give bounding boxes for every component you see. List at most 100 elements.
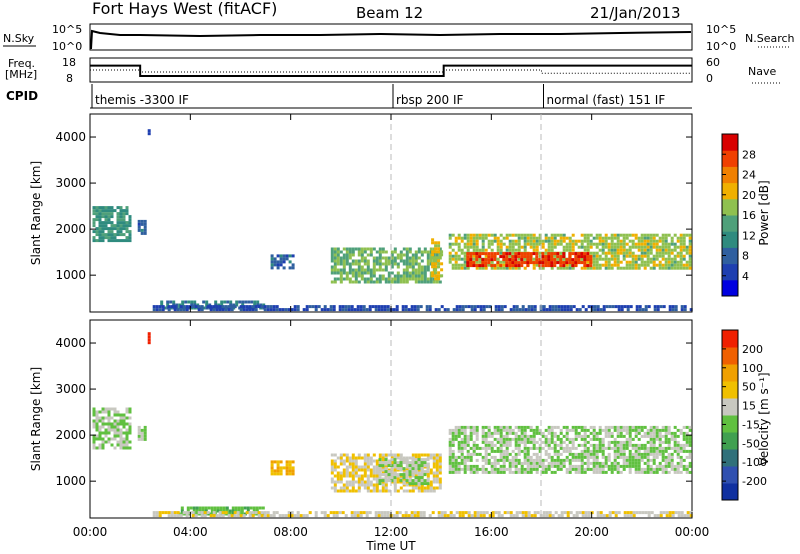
heatmap-cell [526,258,530,262]
heatmap-cell [580,458,584,462]
heatmap-cell [661,233,665,237]
heatmap-cell [405,461,409,465]
heatmap-cell [378,470,382,474]
heatmap-cell [110,212,114,216]
heatmap-cell [622,440,626,444]
heatmap-cell [276,463,280,467]
heatmap-cell [661,254,665,258]
heatmap-cell [646,452,650,456]
heatmap-cell [490,255,494,259]
heatmap-cell [143,219,147,223]
heatmap-cell [676,452,680,456]
heatmap-cell [276,254,280,258]
heatmap-cell [529,242,533,246]
heatmap-cell [239,305,243,309]
heatmap-cell [95,446,99,450]
heatmap-cell [463,251,467,255]
heatmap-cell [383,514,387,518]
heatmap-cell [506,511,510,515]
heatmap-cell [586,239,590,243]
heatmap-cell [601,257,605,261]
heatmap-cell [631,455,635,459]
heatmap-cell [574,458,578,462]
colorbar-tick-label: 8 [742,250,749,263]
heatmap-cell [571,264,575,268]
heatmap-cell [350,305,354,309]
nave-tick-top: 60 [706,56,720,69]
heatmap-cell [640,452,644,456]
heatmap-cell [616,428,620,432]
heatmap-cell [496,239,500,243]
heatmap-cell [438,465,442,469]
heatmap-cell [366,462,370,466]
heatmap-cell [526,467,530,471]
heatmap-cell [101,410,105,414]
heatmap-cell [333,277,337,281]
heatmap-cell [110,416,114,420]
heatmap-cell [110,428,114,432]
heatmap-cell [614,511,618,515]
heatmap-cell [98,419,102,423]
heatmap-cell [420,280,424,284]
heatmap-cell [484,449,488,453]
nave-tick-bottom: 0 [706,72,713,85]
heatmap-cell [460,440,464,444]
heatmap-cell [378,453,382,457]
heatmap-cell [432,480,436,484]
heatmap-cell [119,431,123,435]
heatmap-cell [568,452,572,456]
heatmap-cell [598,428,602,432]
heatmap-cell [215,514,219,518]
heatmap-cell [393,274,397,278]
heatmap-cell [372,265,376,269]
heatmap-cell [393,464,397,468]
heatmap-cell [372,268,376,272]
heatmap-cell [553,236,557,240]
heatmap-cell [629,514,633,518]
heatmap-cell [673,446,677,450]
heatmap-cell [320,308,324,312]
heatmap-cell [670,446,674,450]
heatmap-cell [362,511,366,515]
heatmap-cell [592,446,596,450]
heatmap-cell [556,434,560,438]
heatmap-cell [526,437,530,441]
heatmap-cell [535,242,539,246]
heatmap-cell [396,271,400,275]
heatmap-cell [655,428,659,432]
heatmap-cell [484,261,488,265]
colorbar-tick-label: -50 [742,437,760,450]
heatmap-cell [405,274,409,278]
heatmap-cell [240,506,244,510]
heatmap-cell [357,247,361,251]
heatmap-cell [288,260,292,264]
heatmap-cell [655,245,659,249]
heatmap-cell [414,453,418,457]
heatmap-cell [526,449,530,453]
heatmap-cell [496,449,500,453]
heatmap-cell [553,261,557,265]
heatmap-cell [652,440,656,444]
heatmap-cell [463,233,467,237]
heatmap-cell [128,218,132,222]
heatmap-cell [583,236,587,240]
heatmap-cell [460,236,464,240]
heatmap-cell [107,431,111,435]
heatmap-cell [566,514,570,518]
heatmap-cell [508,266,512,270]
heatmap-cell [365,511,369,515]
heatmap-cell [192,509,196,513]
heatmap-cell [688,461,692,465]
heatmap-cell [673,464,677,468]
heatmap-cell [426,477,430,481]
heatmap-cell [405,277,409,281]
heatmap-cell [487,255,491,259]
heatmap-cell [661,248,665,252]
heatmap-cell [559,266,563,270]
heatmap-cell [673,260,677,264]
heatmap-cell [457,464,461,468]
heatmap-cell [673,431,677,435]
heatmap-cell [595,263,599,267]
heatmap-cell [589,261,593,265]
heatmap-cell [95,218,99,222]
